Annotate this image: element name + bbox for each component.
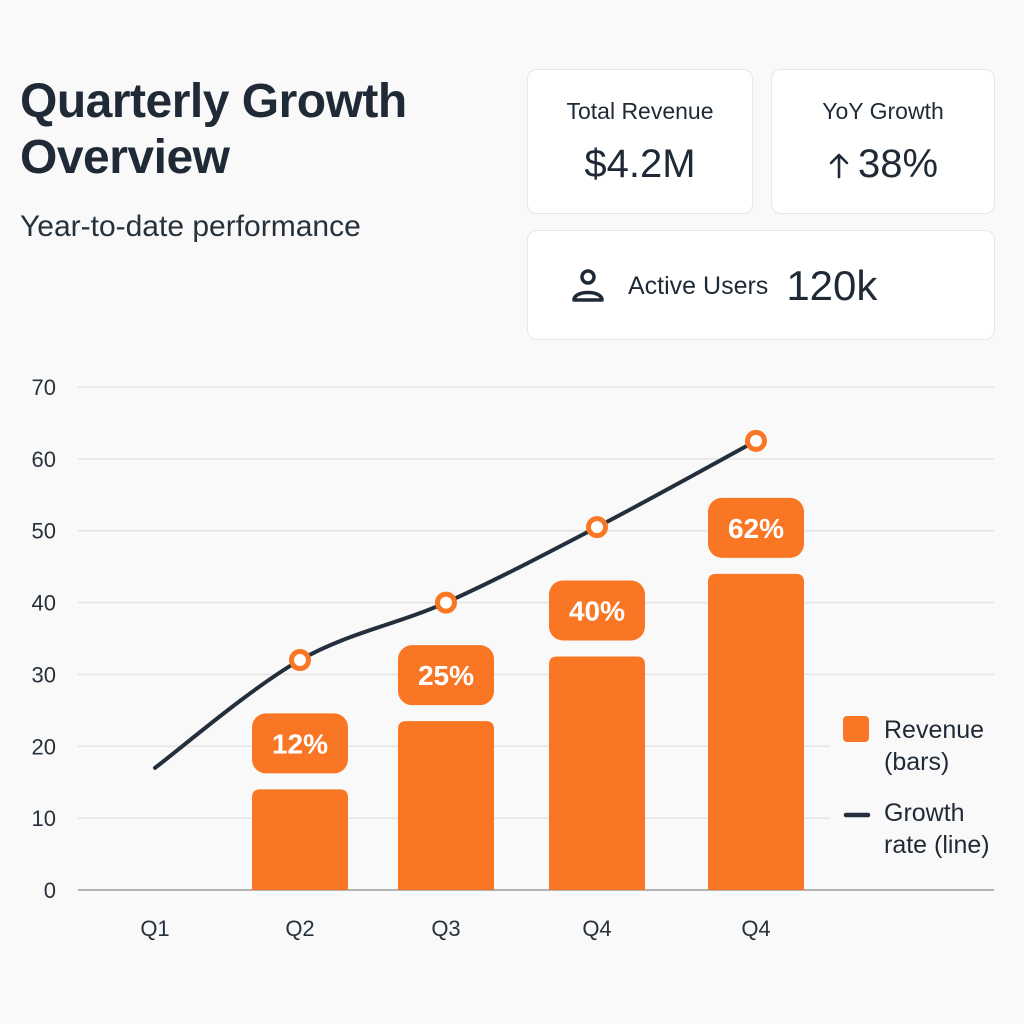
title-line-2: Overview	[20, 131, 230, 184]
data-label: 12%	[272, 728, 328, 759]
active-users-card: Active Users 120k	[527, 230, 995, 340]
grid-layer: 0 10 20 30 40 50 60 70 Q1 Q2 Q3 Q4 Q4	[32, 375, 994, 941]
growth-rate-point	[289, 649, 311, 672]
yoy-growth-card: YoY Growth 38%	[771, 69, 995, 214]
total-revenue-card: Total Revenue $4.2M	[527, 69, 753, 214]
total-revenue-value: $4.2M	[584, 142, 696, 186]
legend-label-growth: Growth	[884, 799, 965, 827]
page-title: Quarterly Growth Overview	[20, 74, 407, 186]
title-line-1: Quarterly Growth	[20, 75, 407, 128]
active-users-value: 120k	[786, 262, 878, 309]
page-subtitle: Year-to-date performance	[20, 210, 361, 243]
y-tick-label: 10	[32, 806, 56, 831]
data-label-badge	[252, 713, 348, 774]
y-tick-label: 40	[32, 591, 56, 616]
active-users-label: Active Users	[628, 271, 769, 300]
total-revenue-label: Total Revenue	[566, 98, 714, 124]
bar-layer	[252, 573, 804, 890]
x-tick-label: Q2	[285, 916, 314, 941]
user-icon	[572, 269, 604, 302]
y-tick-label: 30	[32, 662, 56, 687]
y-tick-label: 60	[32, 447, 56, 472]
growth-rate-point	[435, 591, 457, 614]
x-tick-label: Q4	[741, 916, 770, 941]
data-label-badge	[398, 645, 494, 706]
data-label: 40%	[569, 595, 625, 626]
yoy-growth-value: 38%	[857, 142, 939, 186]
data-label: 62%	[728, 513, 784, 544]
y-tick-label: 20	[32, 734, 56, 759]
revenue-bar	[252, 789, 348, 890]
revenue-bar	[398, 721, 494, 890]
label-layer: 12% 25% 40% 62%	[252, 497, 804, 774]
data-label-badge	[708, 497, 804, 558]
data-label-badge	[549, 580, 645, 641]
y-tick-label: 0	[44, 878, 56, 903]
legend-label-growth: rate (line)	[884, 831, 990, 859]
y-tick-label: 70	[32, 375, 56, 400]
yoy-growth-label: YoY Growth	[822, 98, 944, 124]
revenue-bar	[708, 573, 804, 890]
active-users-row: Active Users 120k	[570, 231, 877, 341]
line-layer	[153, 429, 767, 770]
data-label: 25%	[418, 660, 474, 691]
x-tick-label: Q4	[582, 916, 611, 941]
legend-label-revenue: (bars)	[884, 748, 949, 776]
y-tick-label: 50	[32, 519, 56, 544]
x-tick-label: Q3	[431, 916, 460, 941]
x-tick-label: Q1	[140, 916, 169, 941]
revenue-bar	[549, 656, 645, 890]
legend-label-revenue: Revenue	[884, 716, 984, 744]
growth-rate-point	[586, 516, 608, 539]
growth-rate-point	[745, 429, 767, 452]
legend: Revenue (bars) Growth rate (line)	[843, 716, 990, 859]
arrow-up-icon	[829, 153, 849, 178]
yoy-growth-value-row: 38%	[772, 142, 994, 187]
legend-swatch-revenue	[843, 716, 869, 742]
